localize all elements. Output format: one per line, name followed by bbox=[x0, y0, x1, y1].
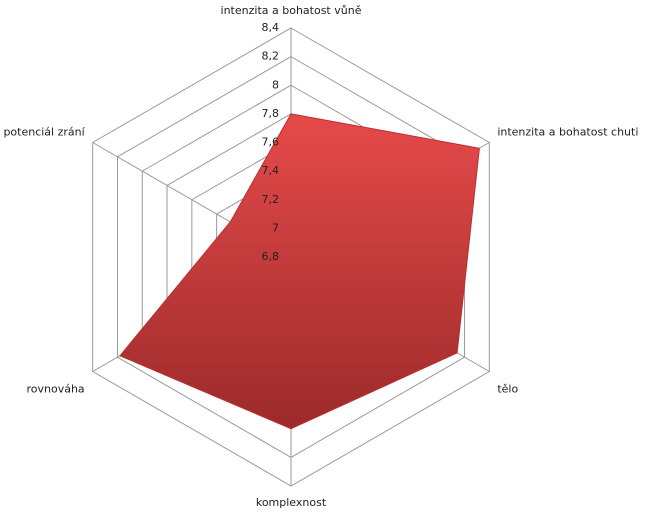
tick-label: 8,2 bbox=[262, 50, 280, 63]
tick-label: 7 bbox=[272, 221, 279, 234]
category-label: intenzita a bohatost chuti bbox=[497, 126, 638, 139]
category-label: tělo bbox=[497, 383, 518, 396]
tick-label: 8 bbox=[272, 78, 279, 91]
category-label: komplexnost bbox=[256, 496, 327, 509]
tick-label: 7,4 bbox=[262, 164, 280, 177]
tick-label: 6,8 bbox=[262, 250, 280, 263]
tick-label: 7,2 bbox=[262, 193, 280, 206]
tick-label: 7,8 bbox=[262, 107, 280, 120]
category-label: rovnováha bbox=[26, 383, 84, 396]
tick-label: 8,4 bbox=[262, 21, 280, 34]
radar-area bbox=[119, 113, 480, 430]
tick-label: 7,6 bbox=[262, 136, 280, 149]
category-label: intenzita a bohatost vůně bbox=[221, 4, 362, 17]
category-label: potenciál zrání bbox=[3, 126, 85, 139]
